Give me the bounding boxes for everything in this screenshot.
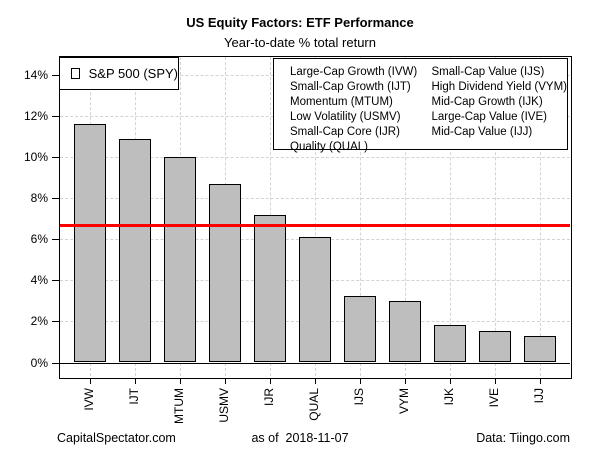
y-axis-tick: [52, 362, 59, 364]
y-axis-label: 6%: [30, 232, 48, 247]
y-axis-tick: [52, 321, 59, 323]
x-axis-tick: [540, 378, 541, 384]
vertical-gridline: [450, 57, 451, 376]
y-axis-label: 12%: [23, 109, 48, 124]
bar-QUAL: [299, 237, 331, 363]
footer-data-source: Data: Tiingo.com: [476, 431, 570, 445]
vertical-gridline: [405, 57, 406, 376]
etf-legend-entry: Momentum (MTUM): [290, 96, 393, 108]
etf-legend-column-1: Large-Cap Growth (IVW) Small-Cap Growth (…: [274, 59, 431, 153]
etf-legend-entry: Low Volatility (USMV): [290, 111, 401, 123]
y-axis-label: 14%: [23, 67, 48, 82]
bar-MTUM: [164, 157, 196, 363]
chart-footer: CapitalSpectator.com as of 2018-11-07 Da…: [0, 431, 600, 447]
etf-legend-entry: Quality (QUAL): [290, 141, 368, 153]
y-axis-label: 2%: [30, 314, 48, 329]
x-axis-label-IJS: IJS: [352, 388, 366, 406]
x-axis-tick: [225, 378, 226, 384]
etf-legend-entry: Small-Cap Core (IJR): [290, 126, 400, 138]
etf-legend-entry: Small-Cap Value (IJS): [431, 66, 545, 78]
bar-IJS: [344, 295, 376, 363]
chart-subtitle: Year-to-date % total return: [224, 35, 376, 50]
y-axis-tick: [52, 198, 59, 200]
y-axis-tick: [52, 239, 59, 241]
etf-legend-entry: High Dividend Yield (VYM): [431, 81, 567, 93]
etf-legend-box: Large-Cap Growth (IVW) Small-Cap Growth (…: [273, 58, 568, 153]
x-axis-tick: [360, 378, 361, 384]
y-axis-tick: [52, 157, 59, 159]
bar-IJK: [434, 324, 466, 363]
x-axis-label-MTUM: MTUM: [172, 388, 186, 424]
bar-IVW: [74, 124, 106, 363]
chart-title: US Equity Factors: ETF Performance: [186, 15, 414, 30]
bar-IVE: [479, 330, 511, 363]
x-axis-label-IJT: IJT: [127, 388, 141, 405]
vertical-gridline: [495, 57, 496, 376]
x-axis-label-QUAL: QUAL: [307, 388, 321, 421]
x-axis-tick: [180, 378, 181, 384]
x-axis-label-IVW: IVW: [82, 388, 96, 411]
etf-legend-entry: Mid-Cap Growth (IJK): [431, 96, 543, 108]
bar-VYM: [389, 300, 421, 363]
x-axis-label-IVE: IVE: [487, 388, 501, 408]
etf-legend-column-2: Small-Cap Value (IJS) High Dividend Yield…: [431, 59, 567, 149]
vertical-gridline: [360, 57, 361, 376]
bar-IJT: [119, 138, 151, 363]
x-axis-tick: [135, 378, 136, 384]
etf-legend-entry: Large-Cap Growth (IVW): [290, 66, 418, 78]
x-axis-label-IJK: IJK: [442, 388, 456, 406]
x-axis-tick: [315, 378, 316, 384]
y-axis-tick: [52, 116, 59, 118]
x-axis-label-VYM: VYM: [397, 388, 411, 415]
bar-IJJ: [524, 335, 556, 363]
sp500-legend-box: S&P 500 (SPY): [59, 57, 179, 90]
sp500-red-square-swatch: [71, 68, 80, 79]
y-axis-tick: [52, 74, 59, 76]
y-axis-tick: [52, 280, 59, 282]
x-axis-tick: [90, 378, 91, 384]
footer-source-site: CapitalSpectator.com: [57, 431, 176, 445]
y-axis-label: 4%: [30, 273, 48, 288]
x-axis-tick: [450, 378, 451, 384]
bar-IJR: [254, 214, 286, 363]
sp500-legend-label: S&P 500 (SPY): [88, 66, 178, 81]
etf-legend-entry: Small-Cap Growth (IJT): [290, 81, 411, 93]
vertical-gridline: [315, 57, 316, 376]
sp500-reference-line: [60, 223, 570, 227]
zero-baseline: [60, 362, 570, 364]
x-axis-label-IJR: IJR: [262, 388, 276, 406]
x-axis-label-USMV: USMV: [217, 388, 231, 423]
etf-legend-entry: Mid-Cap Value (IJJ): [431, 126, 533, 138]
y-axis-label: 0%: [30, 355, 48, 370]
bar-USMV: [209, 183, 241, 363]
x-axis-tick: [270, 378, 271, 384]
vertical-gridline: [540, 57, 541, 376]
x-axis-label-IJJ: IJJ: [532, 388, 546, 404]
etf-legend-entry: Large-Cap Value (IVE): [431, 111, 547, 123]
y-axis-label: 8%: [30, 191, 48, 206]
x-axis-tick: [495, 378, 496, 384]
x-axis-tick: [405, 378, 406, 384]
y-axis-label: 10%: [23, 150, 48, 165]
footer-as-of-date: as of 2018-11-07: [251, 431, 349, 445]
